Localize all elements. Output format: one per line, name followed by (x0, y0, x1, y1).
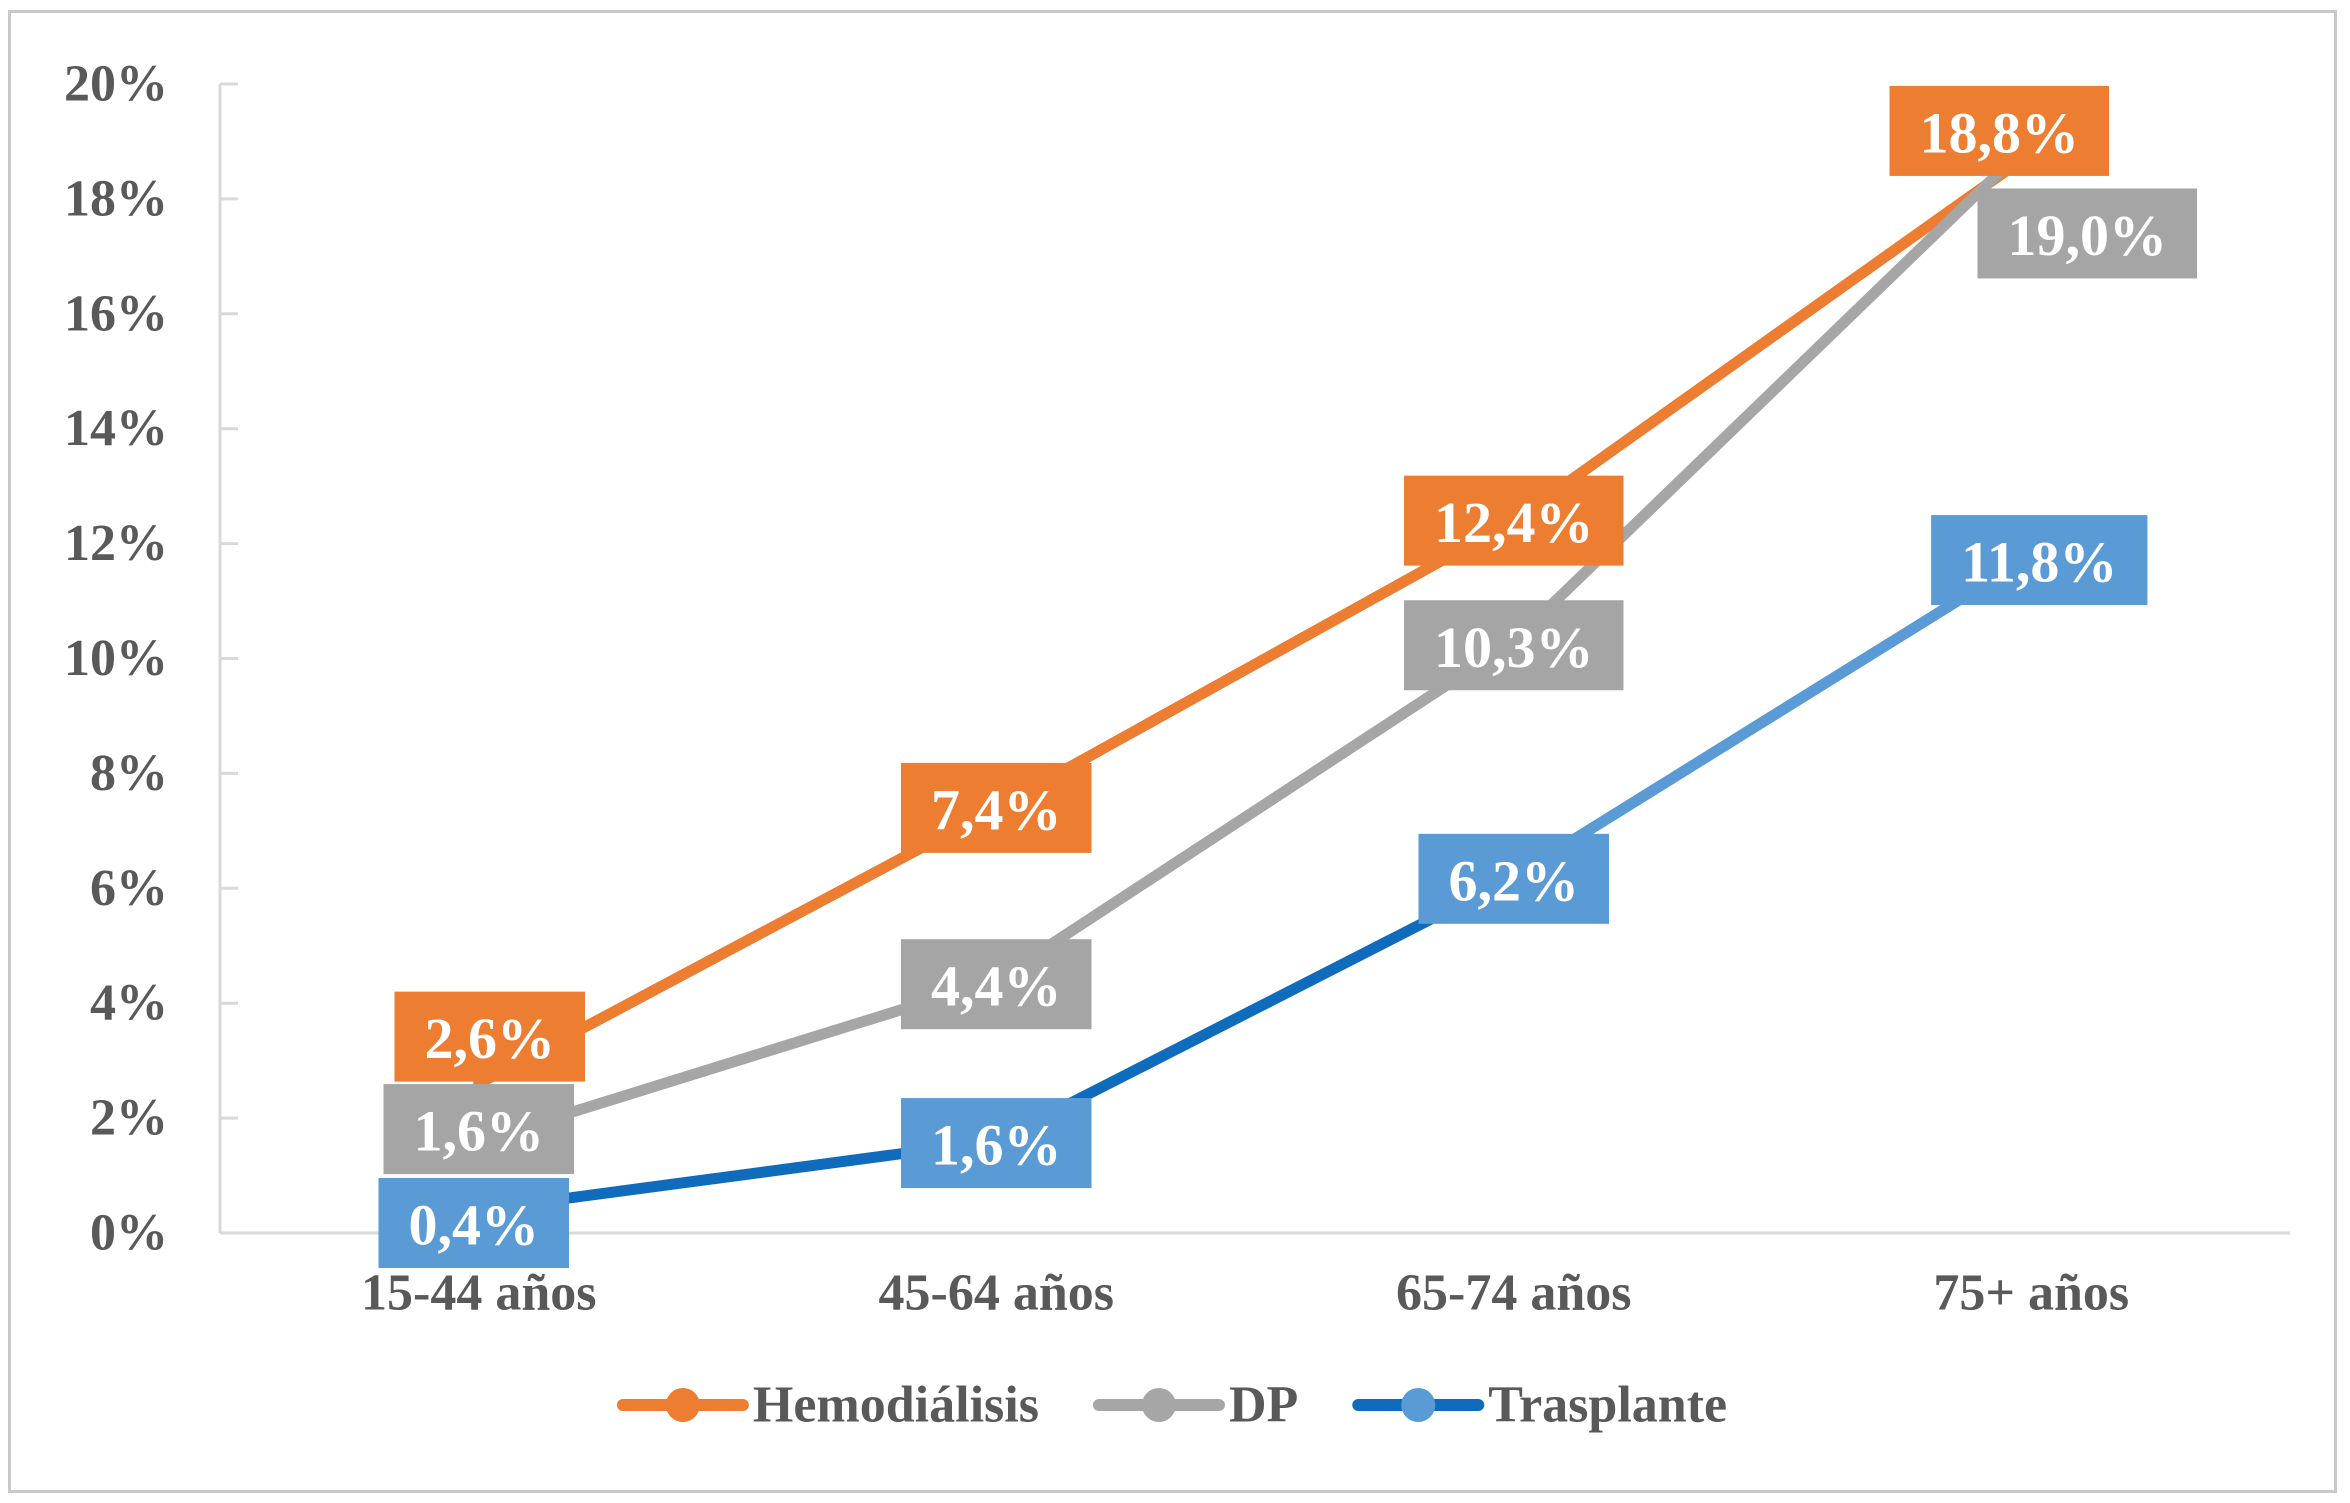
legend-circle-marker-icon (665, 1388, 700, 1422)
series-line-hemodialisis (473, 147, 2037, 1090)
data-label-box (1404, 600, 1624, 691)
data-label-trasplante-65-74-anos: 6,2% (1418, 833, 1609, 924)
series-segment (990, 635, 1520, 986)
y-tick-label: 0% (90, 1205, 168, 1262)
data-label-box (1889, 85, 2109, 176)
series-segment (990, 515, 1520, 814)
data-label-box (901, 1098, 1092, 1189)
y-tick-label: 10% (64, 630, 168, 687)
data-label-hemodialisis-75-anos: 18,8% (1889, 85, 2109, 176)
data-label-dp-65-74-anos: 10,3% (1404, 600, 1624, 691)
data-label-box (378, 1178, 569, 1269)
legend-item-trasplante: Trasplante (1352, 1377, 1727, 1434)
data-label-text: 1,6% (931, 1113, 1062, 1178)
series-line-dp (473, 135, 2037, 1147)
data-label-text: 1,6% (414, 1099, 545, 1164)
data-label-hemodialisis-45-64-anos: 7,4% (901, 762, 1092, 853)
y-tick-label: 16% (64, 285, 168, 342)
x-category-label: 65-74 años (1396, 1265, 1631, 1322)
data-label-text: 7,4% (931, 777, 1062, 842)
data-label-dp-75-anos: 19,0% (1977, 188, 2197, 279)
data-label-dp-15-44-anos: 1,6% (383, 1084, 574, 1175)
legend-circle-marker-icon (1401, 1388, 1436, 1422)
chart-border (8, 10, 2337, 1493)
data-label-box (394, 991, 585, 1082)
y-tick-label: 14% (64, 400, 168, 457)
legend-label: Trasplante (1488, 1377, 1727, 1434)
series-line-trasplante (473, 549, 2037, 1216)
data-label-box (901, 762, 1092, 853)
y-tick-label: 2% (90, 1090, 168, 1147)
data-label-text: 19,0% (2008, 203, 2168, 268)
legend-label: Hemodiálisis (753, 1377, 1039, 1434)
data-label-text: 10,3% (1434, 615, 1594, 680)
data-label-text: 12,4% (1434, 490, 1594, 555)
data-label-text: 11,8% (1961, 530, 2117, 595)
data-label-dp-45-64-anos: 4,4% (901, 939, 1092, 1030)
x-category-label: 75+ años (1933, 1265, 2129, 1322)
data-label-text: 4,4% (931, 954, 1062, 1019)
legend-item-dp: DP (1092, 1377, 1298, 1434)
y-tick-label: 8% (90, 745, 168, 802)
data-label-text: 0,4% (409, 1193, 540, 1258)
legend-item-hemodialisis: Hemodiálisis (616, 1377, 1039, 1434)
data-label-trasplante-45-64-anos: 1,6% (901, 1098, 1092, 1189)
data-label-box (901, 939, 1092, 1030)
series-segment (1508, 549, 2037, 883)
x-category-label: 15-44 años (361, 1265, 596, 1322)
legend-label: DP (1229, 1377, 1298, 1434)
x-category-label: 45-64 años (879, 1265, 1114, 1322)
data-label-box (383, 1084, 574, 1175)
legend-circle-marker-icon (1141, 1388, 1176, 1422)
data-label-hemodialisis-65-74-anos: 12,4% (1404, 475, 1624, 566)
data-label-text: 18,8% (1920, 100, 2080, 165)
y-tick-label: 20% (64, 56, 168, 113)
y-tick-label: 18% (64, 170, 168, 227)
data-label-text: 2,6% (425, 1006, 556, 1071)
y-tick-label: 4% (90, 975, 168, 1032)
data-label-trasplante-75-anos: 11,8% (1931, 515, 2148, 606)
y-tick-label: 6% (90, 860, 168, 917)
legend: Hemodiálisis DP Trasplante (616, 1377, 1727, 1434)
data-label-trasplante-15-44-anos: 0,4% (378, 1178, 569, 1269)
data-label-text: 6,2% (1449, 848, 1580, 913)
data-label-hemodialisis-15-44-anos: 2,6% (394, 991, 585, 1082)
data-label-box (1418, 833, 1609, 924)
data-label-box (1977, 188, 2197, 279)
y-tick-label: 12% (64, 515, 168, 572)
data-label-box (1931, 515, 2148, 606)
data-label-box (1404, 475, 1624, 566)
series-segment (1508, 147, 2037, 527)
